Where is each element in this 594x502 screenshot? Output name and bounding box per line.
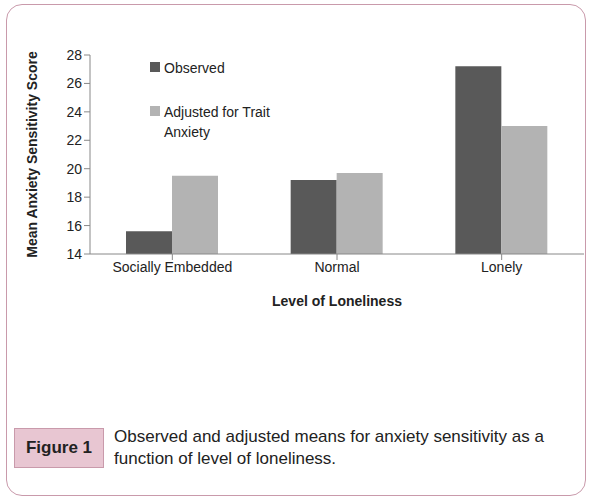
svg-text:Socially Embedded: Socially Embedded xyxy=(112,259,232,275)
svg-text:20: 20 xyxy=(66,161,82,177)
svg-text:24: 24 xyxy=(66,104,82,120)
svg-text:Mean Anxiety Sensitivity Score: Mean Anxiety Sensitivity Score xyxy=(24,51,40,258)
svg-text:14: 14 xyxy=(66,246,82,262)
svg-text:Level of Loneliness: Level of Loneliness xyxy=(272,293,402,309)
html-text:Observed: Observed xyxy=(164,60,225,76)
html-text:Figure 1: Figure 1 xyxy=(25,438,93,457)
svg-text:18: 18 xyxy=(66,189,82,205)
svg-text:26: 26 xyxy=(66,75,82,91)
html-text:Observed and adjusted means fo: Observed and adjusted means for anxiety … xyxy=(114,427,544,468)
svg-text:16: 16 xyxy=(66,218,82,234)
svg-text:Lonely: Lonely xyxy=(481,259,522,275)
svg-text:Normal: Normal xyxy=(314,259,359,275)
html-text:Adjusted for Trait Anxiety: Adjusted for Trait Anxiety xyxy=(164,104,270,140)
svg-text:22: 22 xyxy=(66,132,82,148)
svg-text:28: 28 xyxy=(66,47,82,63)
